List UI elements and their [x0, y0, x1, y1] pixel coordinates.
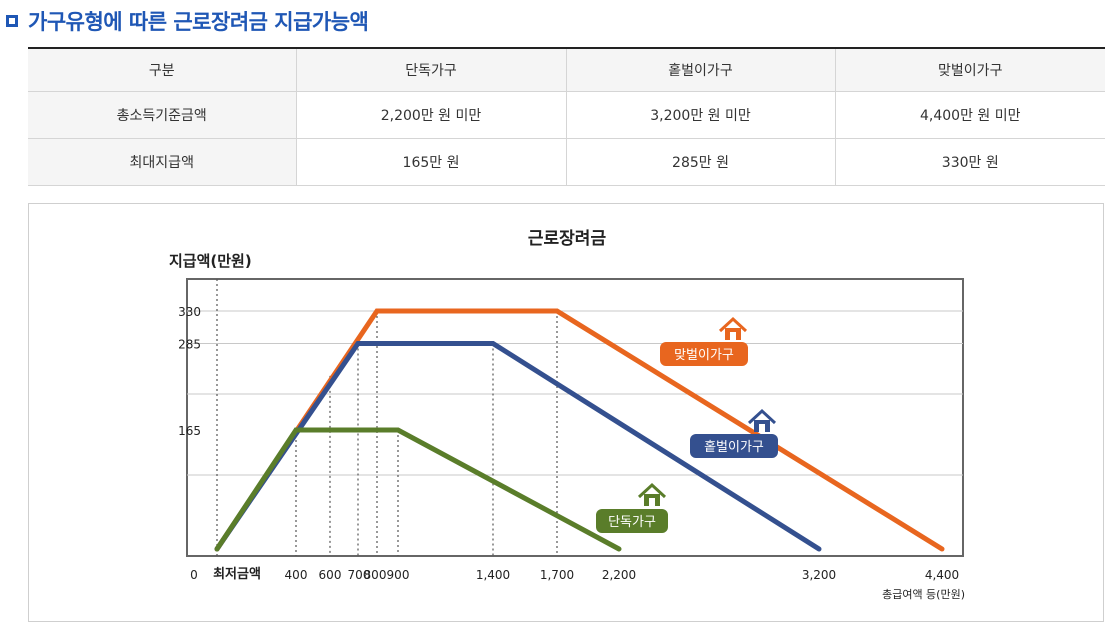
- house-icon-door: [730, 332, 736, 340]
- x-tick-label: 1,700: [540, 568, 574, 582]
- x-tick-label: 900: [387, 568, 410, 582]
- series-label: 홑벌이가구: [704, 440, 764, 455]
- table-row: 최대지급액 165만 원 285만 원 330만 원: [28, 138, 1105, 186]
- house-icon-door: [649, 498, 655, 506]
- x-tick-label: 400: [285, 568, 308, 582]
- column-header: 맞벌이가구: [835, 48, 1105, 92]
- column-header: 단독가구: [296, 48, 567, 92]
- house-icon: [747, 408, 777, 425]
- series-line: [214, 427, 622, 552]
- chart-title: 근로장려금: [528, 229, 607, 249]
- x-tick-label: 800: [364, 568, 387, 582]
- table-cell: 165만 원: [296, 138, 567, 186]
- square-bullet-icon: [6, 15, 18, 27]
- series-label-badge: [596, 509, 668, 533]
- x-tick-label: 700: [348, 568, 371, 582]
- house-icon: [718, 316, 748, 333]
- x-min-label: 최저금액: [213, 567, 261, 582]
- row-label: 최대지급액: [28, 138, 297, 186]
- table-cell: 4,400만 원 미만: [835, 91, 1105, 139]
- series-label-badge: [690, 434, 778, 458]
- house-icon-door: [759, 424, 765, 432]
- x-tick-label: 3,200: [802, 568, 836, 582]
- section-title: 가구유형에 따른 근로장려금 지급가능액: [6, 6, 369, 36]
- table-header-row: 구분 단독가구 홑벌이가구 맞벌이가구: [28, 48, 1105, 92]
- table-cell: 3,200만 원 미만: [566, 91, 836, 139]
- table-row: 총소득기준금액 2,200만 원 미만 3,200만 원 미만 4,400만 원…: [28, 91, 1105, 139]
- table-cell: 285만 원: [566, 138, 836, 186]
- x-tick-label: 2,200: [602, 568, 636, 582]
- house-icon: [637, 482, 667, 499]
- column-header: 구분: [28, 48, 297, 92]
- x-tick-label: 4,400: [925, 568, 959, 582]
- x-tick-label: 1,400: [476, 568, 510, 582]
- series-label: 맞벌이가구: [674, 348, 734, 363]
- x-tick-label: 600: [319, 568, 342, 582]
- table-cell: 330만 원: [835, 138, 1105, 186]
- table-cell: 2,200만 원 미만: [296, 91, 567, 139]
- row-label: 총소득기준금액: [28, 91, 297, 139]
- plot-frame: [186, 278, 964, 557]
- criteria-table: 구분 단독가구 홑벌이가구 맞벌이가구 총소득기준금액 2,200만 원 미만 …: [28, 47, 1105, 186]
- x-origin-label: 0: [190, 568, 198, 582]
- page-title: 가구유형에 따른 근로장려금 지급가능액: [28, 10, 369, 34]
- series-label-badge: [660, 342, 748, 366]
- x-axis-label: 총급여액 등(만원): [882, 588, 965, 601]
- column-header: 홑벌이가구: [566, 48, 836, 92]
- series-label: 단독가구: [608, 515, 656, 530]
- y-tick-label: 330: [178, 305, 201, 319]
- y-tick-label: 285: [178, 337, 201, 351]
- y-tick-label: 165: [178, 424, 201, 438]
- y-axis-label: 지급액(만원): [169, 252, 252, 270]
